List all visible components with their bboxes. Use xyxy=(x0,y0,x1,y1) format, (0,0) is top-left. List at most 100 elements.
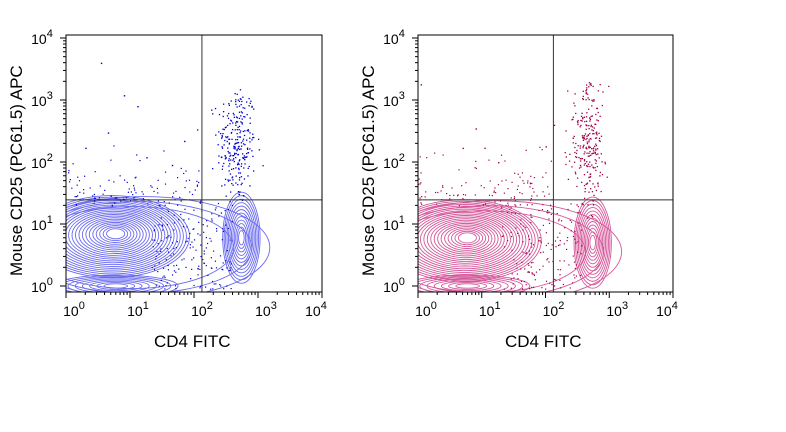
event-dot xyxy=(583,164,586,166)
outlier-dot xyxy=(100,62,103,65)
event-dot xyxy=(227,136,229,138)
event-dot xyxy=(240,165,242,168)
event-dot xyxy=(171,242,174,244)
event-dot xyxy=(215,228,218,230)
event-dot xyxy=(525,149,527,151)
event-dot xyxy=(608,85,610,88)
event-dot xyxy=(224,126,227,129)
event-dot xyxy=(592,166,594,168)
event-dot xyxy=(212,288,214,290)
event-dot xyxy=(528,250,530,252)
event-dot xyxy=(541,209,544,211)
event-dot xyxy=(575,112,577,115)
contour-line xyxy=(92,221,138,247)
event-dot xyxy=(604,163,607,165)
event-dot xyxy=(585,120,588,123)
event-dot xyxy=(502,226,504,228)
event-dot xyxy=(597,182,599,184)
event-dot xyxy=(237,126,239,129)
event-dot xyxy=(546,211,548,213)
event-dot xyxy=(590,138,592,140)
plot-area xyxy=(66,62,271,292)
event-dot xyxy=(133,187,135,189)
outlier-dot xyxy=(498,162,500,164)
event-dot xyxy=(199,234,201,236)
event-dot xyxy=(563,243,565,245)
event-dot xyxy=(535,271,538,273)
event-dot xyxy=(523,225,525,227)
x-tick-label: 100 xyxy=(63,300,85,319)
event-dot xyxy=(527,271,529,273)
event-dot xyxy=(588,108,590,110)
event-dot xyxy=(419,197,421,199)
event-dot xyxy=(588,141,590,143)
y-tick-label: 100 xyxy=(31,276,53,295)
event-dot xyxy=(164,171,167,173)
event-dot xyxy=(234,152,236,155)
event-dot xyxy=(591,105,593,107)
event-dot xyxy=(542,191,544,193)
event-dot xyxy=(193,228,195,230)
event-dot xyxy=(574,171,577,173)
event-dot xyxy=(229,152,231,154)
event-dot xyxy=(226,250,228,252)
event-dot xyxy=(570,221,573,223)
event-dot xyxy=(580,229,583,231)
event-dot xyxy=(425,191,427,193)
event-dot xyxy=(94,171,96,173)
event-dot xyxy=(577,145,579,147)
event-dot xyxy=(197,129,199,131)
event-dot xyxy=(585,93,587,95)
event-dot xyxy=(237,99,239,101)
event-dot xyxy=(199,285,202,287)
event-dot xyxy=(593,194,595,197)
event-dot xyxy=(228,159,230,162)
event-dot xyxy=(181,259,183,261)
event-dot xyxy=(173,214,175,216)
event-dot xyxy=(235,103,237,106)
event-dot xyxy=(579,211,581,213)
event-dot xyxy=(594,186,596,188)
event-dot xyxy=(595,160,598,162)
event-dot xyxy=(511,273,513,275)
event-dot xyxy=(242,140,244,142)
event-dot xyxy=(198,181,200,184)
event-dot xyxy=(542,251,544,253)
event-dot xyxy=(183,172,185,175)
event-dot xyxy=(227,117,230,120)
event-dot xyxy=(588,98,590,101)
event-dot xyxy=(157,179,159,181)
event-dot xyxy=(154,265,156,267)
event-dot xyxy=(237,183,239,186)
outlier-dot xyxy=(85,147,87,150)
event-dot xyxy=(531,216,533,218)
event-dot xyxy=(536,195,538,197)
event-dot xyxy=(579,145,582,147)
event-dot xyxy=(199,201,201,204)
event-dot xyxy=(248,97,250,100)
event-dot xyxy=(528,235,530,237)
event-dot xyxy=(434,152,436,154)
event-dot xyxy=(568,264,570,266)
event-dot xyxy=(230,267,232,269)
event-dot xyxy=(586,152,588,154)
event-dot xyxy=(237,191,240,193)
event-dot xyxy=(533,191,535,193)
event-dot xyxy=(242,138,245,140)
event-dot xyxy=(197,274,199,276)
event-dot xyxy=(588,139,590,141)
event-dot xyxy=(524,268,526,270)
y-tick-label: 101 xyxy=(31,214,53,233)
x-tick-label: 102 xyxy=(543,300,565,319)
event-dot xyxy=(521,193,523,195)
event-dot xyxy=(542,204,544,206)
event-dot xyxy=(588,86,590,88)
event-dot xyxy=(540,241,542,244)
event-dot xyxy=(589,117,591,119)
event-dot xyxy=(596,107,599,110)
event-dot xyxy=(222,230,225,233)
event-dot xyxy=(512,283,514,285)
event-dot xyxy=(582,118,584,120)
event-dot xyxy=(579,126,581,128)
event-dot xyxy=(219,283,221,286)
